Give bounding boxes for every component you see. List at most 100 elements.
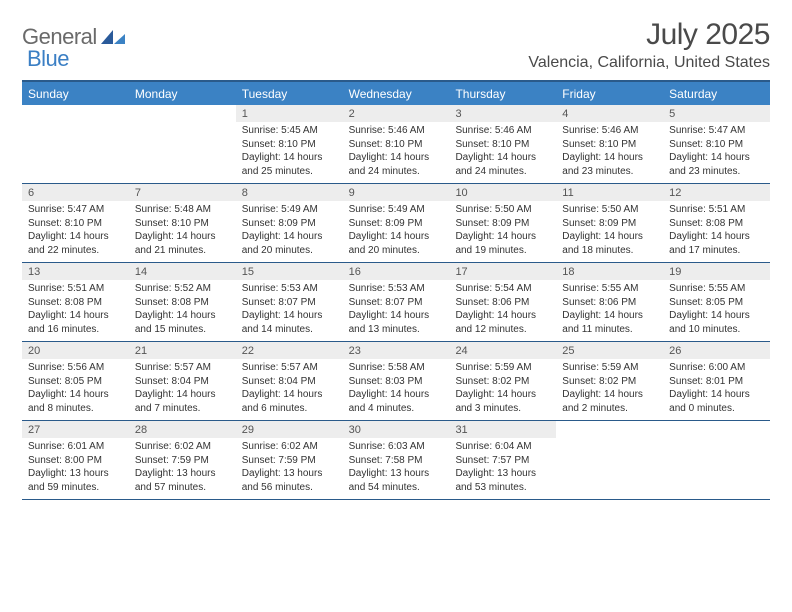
day-number: 27 bbox=[22, 421, 129, 438]
sunset-text: Sunset: 8:04 PM bbox=[242, 375, 337, 389]
day-cell: 28Sunrise: 6:02 AMSunset: 7:59 PMDayligh… bbox=[129, 421, 236, 499]
sunrise-text: Sunrise: 5:53 AM bbox=[242, 282, 337, 296]
day-details: Sunrise: 5:51 AMSunset: 8:08 PMDaylight:… bbox=[22, 282, 129, 336]
daylight-text: Daylight: 14 hours and 18 minutes. bbox=[562, 230, 657, 257]
sunset-text: Sunset: 8:07 PM bbox=[242, 296, 337, 310]
day-details: Sunrise: 6:01 AMSunset: 8:00 PMDaylight:… bbox=[22, 440, 129, 494]
day-number: 29 bbox=[236, 421, 343, 438]
sunset-text: Sunset: 8:08 PM bbox=[669, 217, 764, 231]
sunset-text: Sunset: 8:08 PM bbox=[135, 296, 230, 310]
sunset-text: Sunset: 8:10 PM bbox=[28, 217, 123, 231]
sunrise-text: Sunrise: 5:46 AM bbox=[349, 124, 444, 138]
daylight-text: Daylight: 14 hours and 0 minutes. bbox=[669, 388, 764, 415]
day-cell: 14Sunrise: 5:52 AMSunset: 8:08 PMDayligh… bbox=[129, 263, 236, 341]
day-number: 31 bbox=[449, 421, 556, 438]
daylight-text: Daylight: 14 hours and 24 minutes. bbox=[349, 151, 444, 178]
sunset-text: Sunset: 8:10 PM bbox=[242, 138, 337, 152]
month-title: July 2025 bbox=[528, 18, 770, 52]
empty-day bbox=[663, 421, 770, 499]
sunset-text: Sunset: 8:07 PM bbox=[349, 296, 444, 310]
daylight-text: Daylight: 14 hours and 16 minutes. bbox=[28, 309, 123, 336]
day-details: Sunrise: 6:02 AMSunset: 7:59 PMDaylight:… bbox=[236, 440, 343, 494]
day-cell: 29 Sunrise: 6:02 AMSunset: 7:59 PMDayligh… bbox=[236, 421, 343, 499]
sunrise-text: Sunrise: 5:57 AM bbox=[135, 361, 230, 375]
day-cell: 1Sunrise: 5:45 AMSunset: 8:10 PMDaylight… bbox=[236, 105, 343, 183]
sunrise-text: Sunrise: 5:56 AM bbox=[28, 361, 123, 375]
day-details: Sunrise: 5:59 AMSunset: 8:02 PMDaylight:… bbox=[556, 361, 663, 415]
day-header: Monday bbox=[129, 82, 236, 105]
location: Valencia, California, United States bbox=[528, 54, 770, 72]
day-number: 22 bbox=[236, 342, 343, 359]
day-number: 24 bbox=[449, 342, 556, 359]
day-details: Sunrise: 5:46 AMSunset: 8:10 PMDaylight:… bbox=[449, 124, 556, 178]
day-number: 17 bbox=[449, 263, 556, 280]
day-cell: 25Sunrise: 5:59 AMSunset: 8:02 PMDayligh… bbox=[556, 342, 663, 420]
day-number: 5 bbox=[663, 105, 770, 122]
day-cell: 2 Sunrise: 5:46 AMSunset: 8:10 PMDaylight… bbox=[343, 105, 450, 183]
sunset-text: Sunset: 8:10 PM bbox=[135, 217, 230, 231]
day-cell: 31Sunrise: 6:04 AMSunset: 7:57 PMDayligh… bbox=[449, 421, 556, 499]
day-cell: 23Sunrise: 5:58 AMSunset: 8:03 PMDayligh… bbox=[343, 342, 450, 420]
day-number: 21 bbox=[129, 342, 236, 359]
day-number: 26 bbox=[663, 342, 770, 359]
daylight-text: Daylight: 14 hours and 2 minutes. bbox=[562, 388, 657, 415]
daylight-text: Daylight: 13 hours and 53 minutes. bbox=[455, 467, 550, 494]
day-number: 23 bbox=[343, 342, 450, 359]
sunset-text: Sunset: 8:09 PM bbox=[562, 217, 657, 231]
day-cell: 16 Sunrise: 5:53 AMSunset: 8:07 PMDayligh… bbox=[343, 263, 450, 341]
sunrise-text: Sunrise: 5:55 AM bbox=[669, 282, 764, 296]
day-details: Sunrise: 5:46 AMSunset: 8:10 PMDaylight:… bbox=[556, 124, 663, 178]
day-details: Sunrise: 5:59 AMSunset: 8:02 PMDaylight:… bbox=[449, 361, 556, 415]
day-cell: 5 Sunrise: 5:47 AMSunset: 8:10 PMDaylight… bbox=[663, 105, 770, 183]
day-details: Sunrise: 6:02 AMSunset: 7:59 PMDaylight:… bbox=[129, 440, 236, 494]
header: General Blue July 2025 Valencia, Califor… bbox=[22, 18, 770, 72]
sunrise-text: Sunrise: 5:58 AM bbox=[349, 361, 444, 375]
sunrise-text: Sunrise: 5:53 AM bbox=[349, 282, 444, 296]
daylight-text: Daylight: 14 hours and 4 minutes. bbox=[349, 388, 444, 415]
day-details: Sunrise: 5:51 AMSunset: 8:08 PMDaylight:… bbox=[663, 203, 770, 257]
day-number: 2 bbox=[343, 105, 450, 122]
day-details: Sunrise: 5:56 AMSunset: 8:05 PMDaylight:… bbox=[22, 361, 129, 415]
daylight-text: Daylight: 13 hours and 54 minutes. bbox=[349, 467, 444, 494]
day-cell: 27 Sunrise: 6:01 AMSunset: 8:00 PMDayligh… bbox=[22, 421, 129, 499]
day-number: 20 bbox=[22, 342, 129, 359]
sunrise-text: Sunrise: 6:01 AM bbox=[28, 440, 123, 454]
sunset-text: Sunset: 8:10 PM bbox=[455, 138, 550, 152]
sunset-text: Sunset: 8:10 PM bbox=[562, 138, 657, 152]
day-details: Sunrise: 5:57 AMSunset: 8:04 PMDaylight:… bbox=[129, 361, 236, 415]
day-details: Sunrise: 5:50 AMSunset: 8:09 PMDaylight:… bbox=[556, 203, 663, 257]
day-details: Sunrise: 5:54 AMSunset: 8:06 PMDaylight:… bbox=[449, 282, 556, 336]
day-cell: 26Sunrise: 6:00 AMSunset: 8:01 PMDayligh… bbox=[663, 342, 770, 420]
sunrise-text: Sunrise: 5:47 AM bbox=[669, 124, 764, 138]
sunset-text: Sunset: 8:09 PM bbox=[242, 217, 337, 231]
day-cell: 30Sunrise: 6:03 AMSunset: 7:58 PMDayligh… bbox=[343, 421, 450, 499]
sunrise-text: Sunrise: 5:57 AM bbox=[242, 361, 337, 375]
day-number: 16 bbox=[343, 263, 450, 280]
day-cell: 20 Sunrise: 5:56 AMSunset: 8:05 PMDayligh… bbox=[22, 342, 129, 420]
day-details: Sunrise: 5:53 AMSunset: 8:07 PMDaylight:… bbox=[343, 282, 450, 336]
day-cell: 21 Sunrise: 5:57 AMSunset: 8:04 PMDayligh… bbox=[129, 342, 236, 420]
day-header: Saturday bbox=[663, 82, 770, 105]
daylight-text: Daylight: 14 hours and 22 minutes. bbox=[28, 230, 123, 257]
day-cell: 22Sunrise: 5:57 AMSunset: 8:04 PMDayligh… bbox=[236, 342, 343, 420]
day-details: Sunrise: 5:47 AMSunset: 8:10 PMDaylight:… bbox=[663, 124, 770, 178]
sunrise-text: Sunrise: 6:03 AM bbox=[349, 440, 444, 454]
sunrise-text: Sunrise: 6:02 AM bbox=[135, 440, 230, 454]
day-header-row: SundayMondayTuesdayWednesdayThursdayFrid… bbox=[22, 82, 770, 105]
day-details: Sunrise: 5:48 AMSunset: 8:10 PMDaylight:… bbox=[129, 203, 236, 257]
week-row: 6Sunrise: 5:47 AMSunset: 8:10 PMDaylight… bbox=[22, 184, 770, 263]
sunset-text: Sunset: 8:10 PM bbox=[349, 138, 444, 152]
empty-day bbox=[556, 421, 663, 499]
page: General Blue July 2025 Valencia, Califor… bbox=[0, 0, 792, 518]
daylight-text: Daylight: 13 hours and 59 minutes. bbox=[28, 467, 123, 494]
sunrise-text: Sunrise: 5:48 AM bbox=[135, 203, 230, 217]
sunrise-text: Sunrise: 5:55 AM bbox=[562, 282, 657, 296]
sunset-text: Sunset: 8:06 PM bbox=[455, 296, 550, 310]
day-cell: 17 Sunrise: 5:54 AMSunset: 8:06 PMDayligh… bbox=[449, 263, 556, 341]
sunset-text: Sunset: 8:00 PM bbox=[28, 454, 123, 468]
sunset-text: Sunset: 8:10 PM bbox=[669, 138, 764, 152]
day-details: Sunrise: 5:55 AMSunset: 8:05 PMDaylight:… bbox=[663, 282, 770, 336]
sunset-text: Sunset: 7:59 PM bbox=[135, 454, 230, 468]
empty-day bbox=[22, 105, 129, 183]
day-number: 30 bbox=[343, 421, 450, 438]
